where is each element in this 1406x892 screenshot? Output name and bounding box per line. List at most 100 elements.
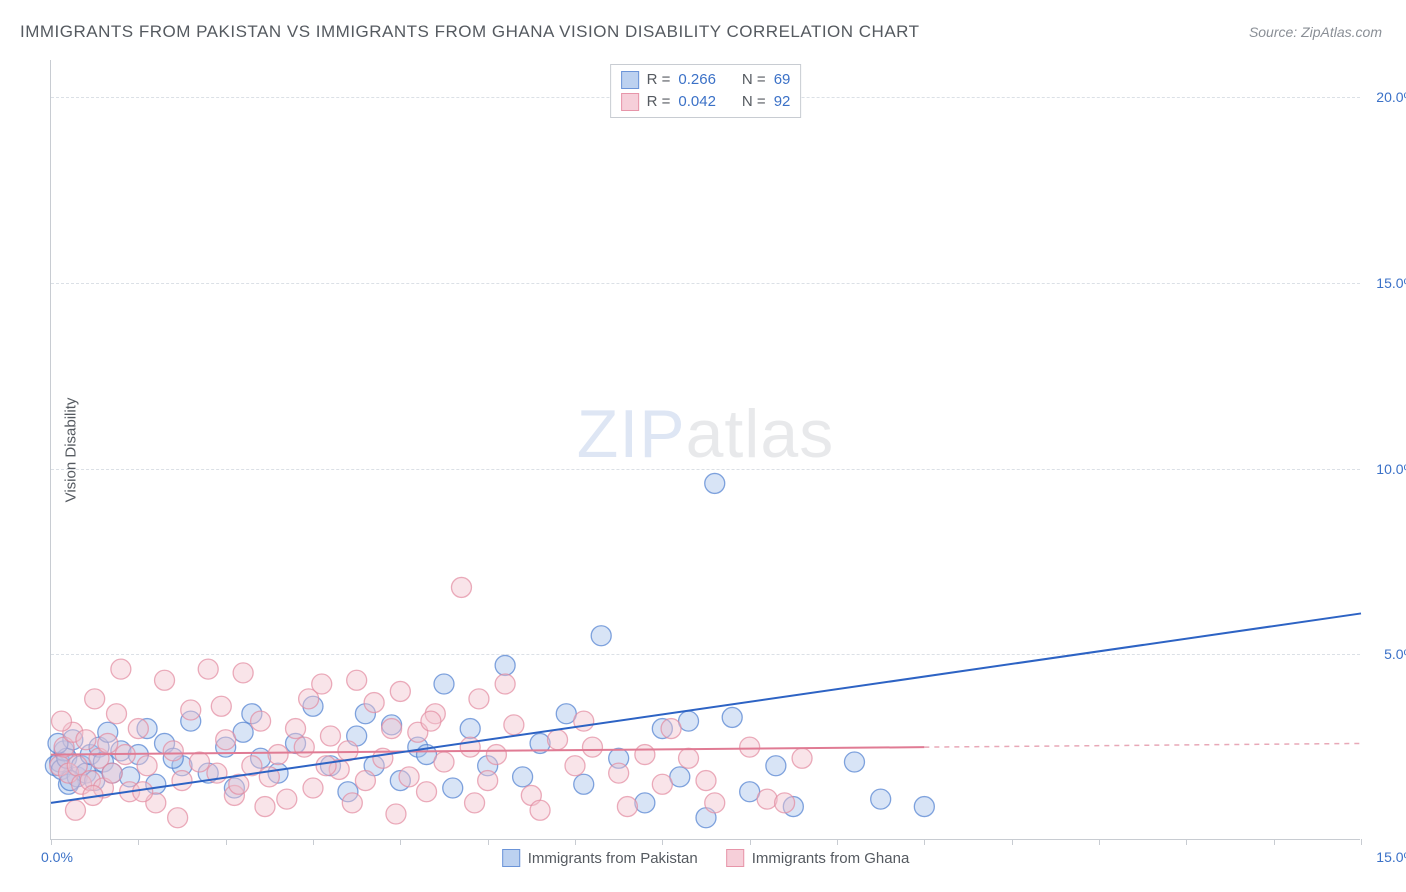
data-point bbox=[251, 711, 271, 731]
data-point bbox=[294, 737, 314, 757]
data-point bbox=[465, 793, 485, 813]
swatch-pakistan bbox=[621, 71, 639, 89]
label-N: N = bbox=[742, 69, 766, 91]
data-point bbox=[211, 696, 231, 716]
data-point bbox=[757, 789, 777, 809]
data-point bbox=[740, 737, 760, 757]
x-tick bbox=[1186, 839, 1187, 845]
data-point bbox=[652, 774, 672, 794]
data-point bbox=[364, 693, 384, 713]
data-point bbox=[342, 793, 362, 813]
data-point bbox=[303, 778, 323, 798]
data-point bbox=[548, 730, 568, 750]
data-point bbox=[417, 782, 437, 802]
data-point bbox=[661, 719, 681, 739]
data-point bbox=[766, 756, 786, 776]
data-point bbox=[696, 771, 716, 791]
data-point bbox=[609, 763, 629, 783]
value-R-ghana: 0.042 bbox=[678, 91, 716, 113]
data-point bbox=[98, 733, 118, 753]
x-tick-max: 15.0% bbox=[1376, 849, 1406, 865]
x-tick bbox=[1012, 839, 1013, 845]
data-point bbox=[530, 800, 550, 820]
x-tick bbox=[662, 839, 663, 845]
x-tick bbox=[226, 839, 227, 845]
data-point bbox=[163, 741, 183, 761]
x-tick bbox=[488, 839, 489, 845]
data-point bbox=[316, 756, 336, 776]
x-tick bbox=[1099, 839, 1100, 845]
legend-item-pakistan: Immigrants from Pakistan bbox=[502, 849, 698, 867]
chart-title: IMMIGRANTS FROM PAKISTAN VS IMMIGRANTS F… bbox=[20, 22, 920, 42]
data-point bbox=[85, 689, 105, 709]
x-tick bbox=[51, 839, 52, 845]
data-point bbox=[198, 659, 218, 679]
plot-area: Vision Disability ZIPatlas 5.0%10.0%15.0… bbox=[50, 60, 1360, 840]
swatch-ghana bbox=[621, 93, 639, 111]
data-point bbox=[355, 771, 375, 791]
data-point bbox=[705, 793, 725, 813]
data-point bbox=[168, 808, 188, 828]
source-attribution: Source: ZipAtlas.com bbox=[1249, 24, 1382, 40]
y-tick-label: 20.0% bbox=[1376, 89, 1406, 105]
data-point bbox=[421, 711, 441, 731]
value-R-pakistan: 0.266 bbox=[678, 69, 716, 91]
data-point bbox=[189, 752, 209, 772]
data-point bbox=[137, 756, 157, 776]
data-point bbox=[582, 737, 602, 757]
data-point bbox=[478, 771, 498, 791]
data-point bbox=[399, 767, 419, 787]
data-point bbox=[635, 793, 655, 813]
value-N-ghana: 92 bbox=[774, 91, 791, 113]
data-point bbox=[102, 763, 122, 783]
data-point bbox=[495, 655, 515, 675]
data-point bbox=[574, 774, 594, 794]
data-point bbox=[705, 473, 725, 493]
data-point bbox=[382, 719, 402, 739]
data-point bbox=[460, 737, 480, 757]
data-point bbox=[107, 704, 127, 724]
legend-row-pakistan: R = 0.266 N = 69 bbox=[621, 69, 791, 91]
data-point bbox=[76, 730, 96, 750]
data-point bbox=[574, 711, 594, 731]
data-point bbox=[390, 681, 410, 701]
series-name-ghana: Immigrants from Ghana bbox=[752, 850, 910, 867]
data-point bbox=[443, 778, 463, 798]
legend-correlation-stats: R = 0.266 N = 69 R = 0.042 N = 92 bbox=[610, 64, 802, 118]
data-point bbox=[111, 659, 131, 679]
label-R: R = bbox=[647, 91, 671, 113]
data-point bbox=[320, 726, 340, 746]
data-point bbox=[513, 767, 533, 787]
data-point bbox=[347, 670, 367, 690]
data-point bbox=[434, 674, 454, 694]
swatch-pakistan bbox=[502, 849, 520, 867]
data-point bbox=[133, 782, 153, 802]
x-tick bbox=[750, 839, 751, 845]
x-tick bbox=[1274, 839, 1275, 845]
data-point bbox=[172, 771, 192, 791]
legend-row-ghana: R = 0.042 N = 92 bbox=[621, 91, 791, 113]
data-point bbox=[504, 715, 524, 735]
y-tick-label: 15.0% bbox=[1376, 275, 1406, 291]
data-point bbox=[268, 745, 288, 765]
y-tick-label: 5.0% bbox=[1384, 646, 1406, 662]
data-point bbox=[286, 719, 306, 739]
data-point bbox=[460, 719, 480, 739]
scatter-svg bbox=[51, 60, 1360, 839]
swatch-ghana bbox=[726, 849, 744, 867]
data-point bbox=[255, 797, 275, 817]
trend-line bbox=[924, 743, 1361, 747]
data-point bbox=[722, 707, 742, 727]
label-R: R = bbox=[647, 69, 671, 91]
data-point bbox=[495, 674, 515, 694]
data-point bbox=[51, 711, 71, 731]
data-point bbox=[617, 797, 637, 817]
x-tick bbox=[924, 839, 925, 845]
data-point bbox=[434, 752, 454, 772]
label-N: N = bbox=[742, 91, 766, 113]
data-point bbox=[277, 789, 297, 809]
data-point bbox=[486, 745, 506, 765]
x-tick bbox=[1361, 839, 1362, 845]
legend-item-ghana: Immigrants from Ghana bbox=[726, 849, 910, 867]
data-point bbox=[844, 752, 864, 772]
